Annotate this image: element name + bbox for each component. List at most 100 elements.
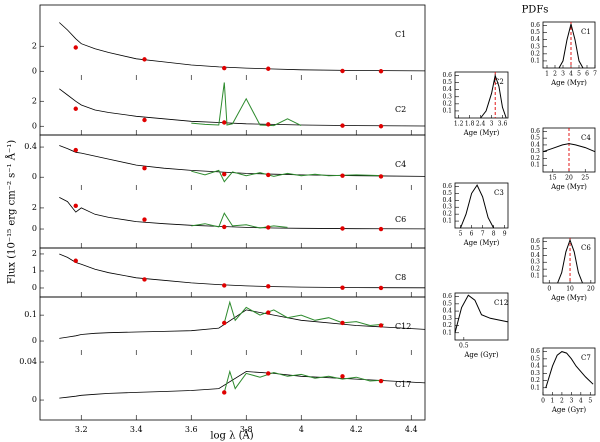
y-tick-label: 0.2 (530, 155, 540, 162)
photometry-point (266, 122, 271, 127)
pdf-curve (460, 184, 495, 229)
y-tick-label: 0.4 (442, 197, 452, 204)
photometry-point (222, 120, 227, 125)
y-tick-label: 0.3 (442, 315, 452, 322)
panel-label: C6 (581, 244, 591, 252)
pdf-title: PDFs (522, 5, 549, 16)
panel-label: C12 (494, 299, 508, 307)
y-tick-label: 0.1 (530, 273, 540, 280)
photometry-point (142, 165, 147, 171)
model-spectrum (59, 145, 426, 177)
panel-label: C4 (395, 160, 406, 169)
x-tick-label: 3.4 (130, 425, 143, 434)
photometry-point (266, 371, 271, 376)
x-tick-label: 0 (541, 398, 545, 405)
x-tick-label: 1 (545, 71, 549, 78)
y-tick-label: 0.2 (530, 377, 540, 384)
pdf-x-label: Age (Myr) (463, 239, 500, 247)
observed-spectrum (223, 300, 384, 327)
y-tick-label: 0 (32, 283, 37, 292)
x-tick-label: 3 (561, 71, 565, 78)
y-tick-label: 2 (32, 96, 37, 105)
x-tick-label: 4 (579, 398, 583, 405)
panel-label: C1 (581, 28, 591, 36)
model-spectrum (59, 22, 426, 72)
y-tick-label: 0.5 (442, 79, 452, 86)
pdf-frame (542, 347, 596, 396)
panel-label: C7 (581, 354, 591, 362)
pdf-curve (545, 351, 594, 388)
y-tick-label: 2 (32, 249, 37, 258)
pdf-curve (557, 238, 583, 284)
photometry-point (378, 69, 384, 74)
y-tick-label: 0.3 (530, 370, 540, 377)
model-spectrum (59, 371, 426, 399)
y-tick-label: 0.04 (19, 357, 37, 366)
y-tick-label: 0.3 (530, 43, 540, 50)
model-spectrum (59, 253, 426, 289)
x-tick-label: 25 (581, 175, 589, 182)
pdf-frame (542, 21, 596, 69)
y-tick-label: 0.5 (530, 29, 540, 36)
photometry-point (266, 66, 271, 71)
x-tick-label: 2 (553, 71, 557, 78)
y-tick-label: 0.5 (530, 135, 540, 142)
photometry-point (222, 320, 227, 326)
x-tick-label: 5 (588, 398, 592, 405)
y-tick-label: 0.4 (442, 86, 452, 93)
photometry-point (378, 285, 384, 291)
pdf-x-label: Age (Gyr) (463, 351, 499, 359)
photometry-point (73, 258, 78, 263)
y-tick-label: 0 (32, 172, 37, 181)
x-tick-label: 0 (547, 286, 551, 293)
observed-spectrum (191, 82, 302, 127)
photometry-point (378, 174, 384, 179)
photometry-point (73, 45, 78, 50)
panel-label: C6 (395, 215, 406, 224)
x-tick-label: 4.4 (405, 425, 418, 434)
y-tick-label: 0 (32, 66, 37, 75)
x-tick-label: 9 (503, 231, 507, 238)
y-axis-label: Flux (10⁻¹⁵ erg cm⁻² s⁻¹ Å⁻¹) (6, 140, 18, 284)
x-tick-label: 1.8 (465, 121, 475, 128)
pdf-curve (558, 23, 584, 69)
pdf-curve (542, 143, 596, 153)
pdf-frame (542, 237, 596, 284)
y-tick-label: 0.4 (530, 252, 540, 259)
photometry-point (73, 106, 78, 111)
y-tick-label: 0.3 (442, 93, 452, 100)
y-tick-label: 0.4 (530, 141, 540, 148)
x-tick-label: 6 (585, 71, 589, 78)
x-tick-label: 5 (459, 231, 463, 238)
photometry-point (222, 390, 227, 395)
x-tick-label: 0.5 (459, 343, 469, 350)
main-frames (39, 4, 426, 421)
y-tick-label: 0.6 (442, 293, 452, 300)
model-spectrum (59, 88, 426, 127)
frame (39, 296, 426, 421)
pdf-curve (480, 73, 507, 119)
pdf-frame (454, 182, 509, 229)
x-tick-label: 6 (470, 231, 474, 238)
y-tick-label: 0.2 (442, 211, 452, 218)
pdf-frame (454, 71, 509, 119)
y-tick-label: 0.4 (530, 36, 540, 43)
photometry-point (266, 310, 271, 315)
x-tick-label: 8 (492, 231, 496, 238)
panel-label: C2 (395, 105, 406, 114)
photometry-point (222, 171, 227, 177)
y-tick-label: 0.1 (24, 310, 37, 319)
y-tick-label: 0.5 (442, 190, 452, 197)
model-spectrum (59, 197, 426, 230)
photometry-point (266, 284, 271, 289)
x-tick-label: 4.2 (350, 425, 363, 434)
y-tick-label: 0.6 (530, 22, 540, 29)
y-tick-label: 1 (32, 266, 37, 275)
x-tick-label: 4 (569, 71, 573, 78)
y-tick-label: 0 (32, 336, 37, 345)
photometry-point (222, 283, 227, 288)
x-tick-label: 3 (569, 398, 573, 405)
y-tick-label: 0.1 (530, 57, 540, 64)
panel-label: C1 (395, 30, 406, 39)
